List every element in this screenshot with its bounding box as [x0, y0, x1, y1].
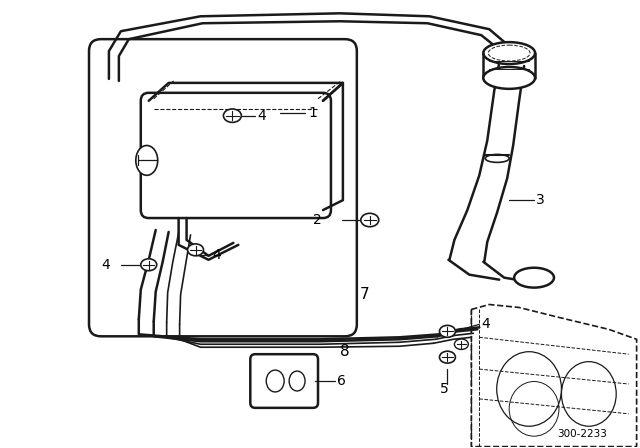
Text: 4: 4 — [101, 258, 109, 272]
Ellipse shape — [188, 244, 204, 256]
FancyBboxPatch shape — [89, 39, 357, 336]
FancyBboxPatch shape — [250, 354, 318, 408]
Text: 4: 4 — [481, 317, 490, 332]
Text: 4: 4 — [257, 109, 266, 123]
Ellipse shape — [361, 213, 379, 227]
Text: 6: 6 — [337, 374, 346, 388]
Text: 5: 5 — [440, 382, 449, 396]
Text: 1: 1 — [308, 106, 317, 120]
Ellipse shape — [440, 325, 456, 337]
Text: 4: 4 — [212, 248, 221, 262]
Ellipse shape — [141, 259, 157, 271]
Ellipse shape — [514, 268, 554, 288]
Ellipse shape — [440, 351, 456, 363]
Ellipse shape — [454, 339, 468, 349]
Ellipse shape — [483, 67, 535, 89]
Ellipse shape — [223, 109, 241, 122]
Text: 300-2233: 300-2233 — [557, 429, 607, 439]
Ellipse shape — [136, 146, 157, 175]
Text: 7: 7 — [360, 287, 369, 302]
Text: 3: 3 — [536, 193, 545, 207]
Text: 8: 8 — [340, 344, 349, 359]
Ellipse shape — [483, 42, 535, 64]
FancyBboxPatch shape — [141, 93, 331, 218]
Text: 2: 2 — [313, 213, 322, 227]
